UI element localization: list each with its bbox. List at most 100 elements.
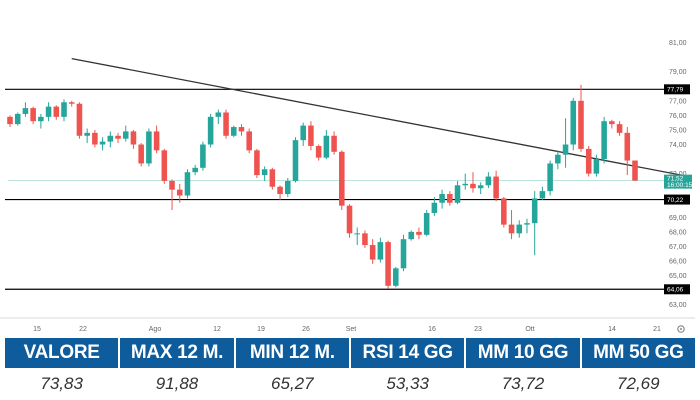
candle-body — [122, 131, 129, 139]
stat-column-max-12m: MAX 12 M. 91,88 — [120, 338, 234, 400]
candle-body — [632, 160, 638, 181]
candle-body — [146, 131, 152, 164]
candle-body — [45, 106, 52, 117]
candle-body — [169, 180, 175, 190]
stat-value-mm-50: 72,69 — [617, 374, 660, 393]
y-tick-label: 75,00 — [669, 127, 687, 134]
candle-body — [454, 185, 461, 203]
x-tick-label: Set — [346, 326, 357, 333]
candle-body — [53, 106, 60, 117]
candle-body — [238, 127, 245, 132]
stat-value-min-12m: 65,27 — [271, 374, 314, 393]
candle-body — [300, 125, 306, 141]
candle-body — [400, 239, 407, 269]
candle-body — [22, 108, 29, 114]
level-tag — [664, 194, 690, 205]
x-tick-label: 21 — [653, 326, 661, 333]
candle-body — [601, 121, 607, 160]
candle-body — [115, 135, 121, 139]
stat-header-mm-10: MM 10 GG — [466, 338, 580, 368]
candle-body — [254, 150, 260, 176]
candle-body — [524, 223, 530, 225]
candle-body — [61, 102, 67, 117]
stat-column-mm-50: MM 50 GG 72,69 — [581, 338, 695, 400]
stat-header-rsi-14: RSI 14 GG — [351, 338, 465, 368]
candle-body — [292, 140, 299, 181]
candle-body — [377, 242, 384, 260]
x-tick-label: 16 — [428, 326, 436, 333]
candle-body — [385, 242, 391, 286]
candle-body — [585, 148, 592, 174]
x-tick-label: 14 — [608, 326, 616, 333]
candle-body — [354, 233, 360, 235]
candle-body — [477, 185, 484, 189]
y-tick-label: 68,00 — [669, 229, 687, 236]
candle-body — [184, 172, 191, 196]
candle-body — [285, 180, 291, 195]
x-tick-label: 12 — [213, 326, 221, 333]
current-price-label: 71,52 — [667, 176, 684, 183]
price-chart-svg: 81,0079,0077,0076,0075,0074,0072,0069,00… — [0, 40, 695, 333]
x-tick-label: 26 — [302, 326, 310, 333]
gear-icon[interactable] — [677, 325, 685, 333]
stat-header-max-12m: MAX 12 M. — [120, 338, 234, 368]
candle-body — [408, 231, 415, 240]
candle-body — [269, 169, 276, 187]
candle-body — [447, 194, 453, 203]
level-tag-label: 77,79 — [667, 87, 684, 94]
candle-body — [277, 186, 283, 195]
candle-body — [501, 198, 507, 225]
y-tick-label: 66,00 — [669, 259, 687, 266]
candle-body — [593, 159, 600, 174]
candle-body — [323, 135, 330, 158]
stat-header-mm-50: MM 50 GG — [581, 338, 695, 368]
candle-body — [369, 245, 376, 260]
y-tick-label: 63,00 — [669, 302, 687, 309]
candle-body — [38, 116, 44, 122]
candle-body — [547, 163, 553, 192]
candle-body — [431, 202, 438, 213]
candle-body — [161, 150, 168, 181]
y-tick-label: 79,00 — [669, 69, 687, 76]
candle-body — [207, 116, 214, 145]
x-tick-label: Ott — [525, 326, 534, 333]
candle-body — [531, 198, 538, 224]
level-tag — [664, 284, 690, 295]
candle-body — [246, 131, 252, 151]
y-tick-label: 76,00 — [669, 113, 687, 120]
candle-body — [99, 141, 106, 145]
stat-value-mm-10: 73,72 — [501, 374, 545, 393]
candle-body — [555, 154, 561, 164]
candle-body — [261, 169, 268, 176]
candle-body — [92, 132, 98, 145]
candle-body — [562, 144, 569, 155]
candle-body — [339, 151, 345, 206]
x-tick-label: Ago — [149, 326, 162, 333]
stat-column-mm-10: MM 10 GG 73,72 — [466, 338, 580, 400]
level-tag — [664, 84, 690, 95]
y-tick-label: 69,00 — [669, 215, 687, 222]
stat-header-valore: VALORE — [5, 338, 119, 368]
x-tick-label: 19 — [257, 326, 265, 333]
stat-column-min-12m: MIN 12 M. 65,27 — [235, 338, 349, 400]
candle-body — [578, 100, 584, 149]
candle-body — [393, 268, 399, 286]
candle-body — [215, 112, 222, 117]
candle-body — [508, 224, 515, 234]
candle-body — [462, 183, 469, 186]
candle-body — [230, 127, 237, 136]
y-tick-label: 74,00 — [669, 142, 687, 149]
candle-body — [470, 183, 476, 189]
candle-body — [308, 125, 314, 146]
current-price-time: 16:00:15 — [667, 182, 693, 189]
candle-body — [624, 132, 631, 161]
candle-body — [362, 233, 368, 246]
candle-body — [485, 176, 492, 186]
stats-table: VALORE 73,83 MAX 12 M. 91,88 MIN 12 M. 6… — [5, 338, 695, 400]
candle-body — [609, 121, 615, 125]
stat-value-max-12m: 91,88 — [155, 374, 199, 393]
candle-body — [416, 231, 422, 235]
candle-body — [84, 132, 90, 136]
price-chart: 81,0079,0077,0076,0075,0074,0072,0069,00… — [0, 40, 695, 333]
candle-body — [30, 108, 36, 122]
